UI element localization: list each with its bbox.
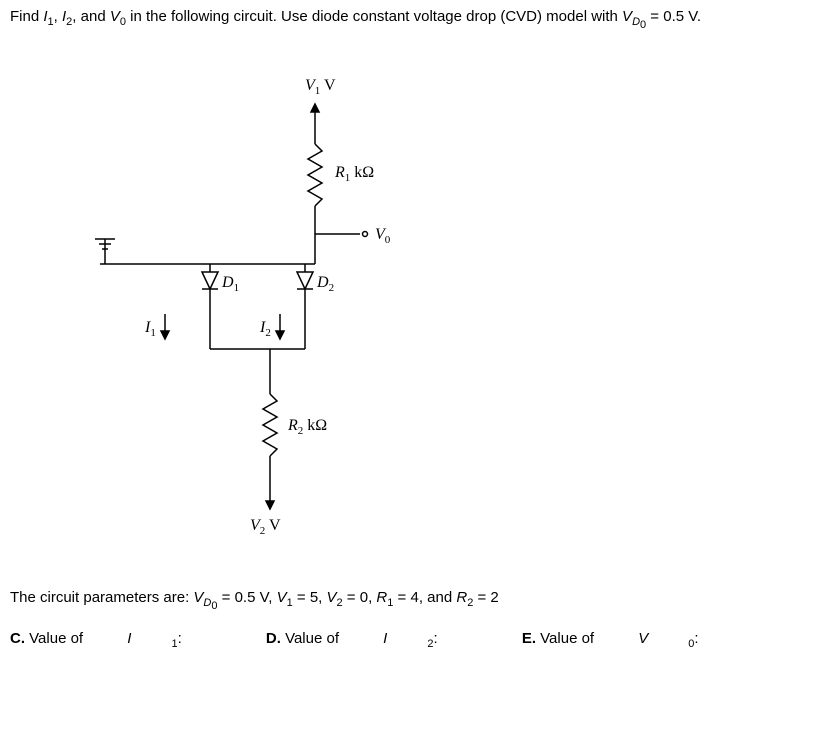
- label-d1: D1: [222, 274, 239, 294]
- label-i2: I2: [260, 319, 271, 339]
- label-i1: I1: [145, 319, 156, 339]
- problem-statement: Find I1, I2, and V0 in the following cir…: [0, 0, 815, 39]
- label-r2: R2 kΩ: [288, 417, 327, 437]
- question-list: C. Value of I1: D. Value of I2: E. Value…: [0, 622, 815, 658]
- label-d2: D2: [317, 274, 334, 294]
- circuit-parameters: The circuit parameters are: VD0 = 0.5 V,…: [0, 579, 815, 622]
- question-d: D. Value of I2:: [266, 630, 482, 647]
- question-c: C. Value of I1:: [10, 630, 226, 647]
- question-e: E. Value of V0:: [522, 630, 739, 647]
- label-vo: V0: [375, 226, 390, 246]
- label-v2: V2 V: [250, 517, 281, 537]
- label-v1: V1 V: [305, 77, 336, 97]
- circuit-diagram: V1 V R1 kΩ V0 D1 D2 I1 I2 R2 kΩ V2 V: [50, 59, 550, 579]
- circuit-svg: [50, 59, 550, 579]
- label-r1: R1 kΩ: [335, 164, 374, 184]
